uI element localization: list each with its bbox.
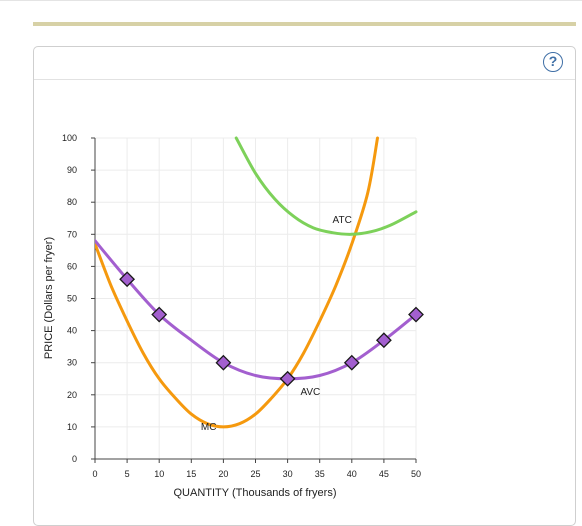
y-tick-label: 40 xyxy=(67,326,77,336)
tick-labels: 0 10 20 30 40 50 60 70 80 90 100 0 5 10 15 20 25 30 35 40 45… xyxy=(62,133,421,479)
x-tick-label: 15 xyxy=(186,469,196,479)
atc-curve xyxy=(234,136,418,236)
x-tick-label: 30 xyxy=(283,469,293,479)
x-tick-label: 25 xyxy=(250,469,260,479)
top-divider xyxy=(0,0,582,1)
avc-curve xyxy=(95,239,418,381)
y-tick-label: 50 xyxy=(67,294,77,304)
mc-curve xyxy=(95,136,379,429)
progress-accent-bar xyxy=(33,22,576,26)
x-tick-label: 40 xyxy=(347,469,357,479)
y-tick-label: 80 xyxy=(67,197,77,207)
y-tick-label: 100 xyxy=(62,133,77,143)
y-tick-label: 60 xyxy=(67,261,77,271)
curve-labels: MC AVC ATC xyxy=(201,215,352,433)
curve-label-atc: ATC xyxy=(333,215,352,226)
y-axis-title: PRICE (Dollars per fryer) xyxy=(43,237,55,359)
x-tick-label: 45 xyxy=(379,469,389,479)
curve-label-avc: AVC xyxy=(300,387,320,398)
avc-point[interactable] xyxy=(408,306,424,323)
panel-header: ? xyxy=(34,47,575,80)
avc-markers[interactable] xyxy=(119,271,424,387)
x-axis-title: QUANTITY (Thousands of fryers) xyxy=(173,487,336,499)
y-tick-label: 0 xyxy=(72,454,77,464)
y-tick-label: 20 xyxy=(67,390,77,400)
avc-point[interactable] xyxy=(343,354,360,371)
avc-point[interactable] xyxy=(119,271,136,288)
x-tick-label: 35 xyxy=(315,469,325,479)
x-tick-label: 10 xyxy=(154,469,164,479)
avc-point[interactable] xyxy=(215,354,232,371)
y-tick-label: 90 xyxy=(67,165,77,175)
avc-point[interactable] xyxy=(375,332,392,349)
y-tick-label: 30 xyxy=(67,358,77,368)
avc-point[interactable] xyxy=(151,306,168,323)
graph-panel: ? xyxy=(33,46,576,526)
help-button[interactable]: ? xyxy=(543,52,563,72)
x-tick-label: 20 xyxy=(218,469,228,479)
curve-label-mc: MC xyxy=(201,422,217,433)
avc-point[interactable] xyxy=(279,370,296,387)
y-tick-label: 10 xyxy=(67,422,77,432)
cost-curves xyxy=(95,136,418,429)
x-tick-label: 0 xyxy=(92,469,97,479)
chart-grid xyxy=(95,137,417,459)
x-tick-label: 5 xyxy=(125,469,130,479)
chart-axes xyxy=(91,137,417,463)
y-tick-label: 70 xyxy=(67,229,77,239)
x-tick-label: 50 xyxy=(411,469,421,479)
